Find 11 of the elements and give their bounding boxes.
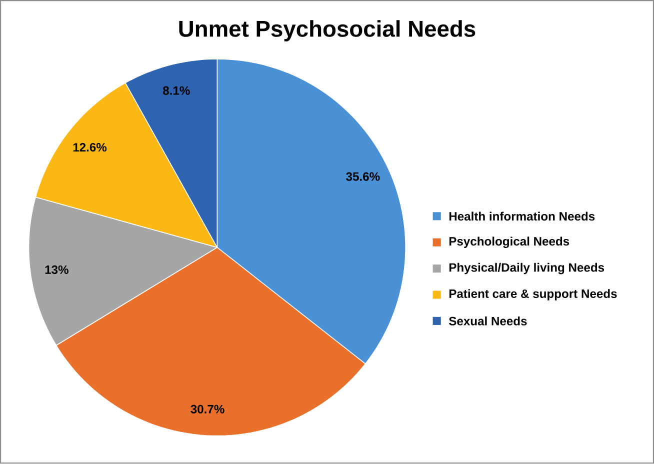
- data-label: 13%: [45, 266, 68, 274]
- legend-label: Health information Needs: [449, 212, 595, 221]
- legend-label: Psychological Needs: [449, 236, 570, 248]
- data-label: 12.6%: [73, 143, 107, 152]
- chart-title: Unmet Psychosocial Needs: [179, 20, 476, 42]
- legend-label: Patient care & support Needs: [449, 289, 617, 301]
- data-label: 8.1%: [162, 86, 190, 96]
- legend-label: Sexual Needs: [448, 316, 527, 326]
- data-label: 35.6%: [346, 172, 380, 182]
- legend-label: Physical/Daily living Needs: [449, 263, 604, 274]
- data-label: 30.7%: [190, 405, 224, 414]
